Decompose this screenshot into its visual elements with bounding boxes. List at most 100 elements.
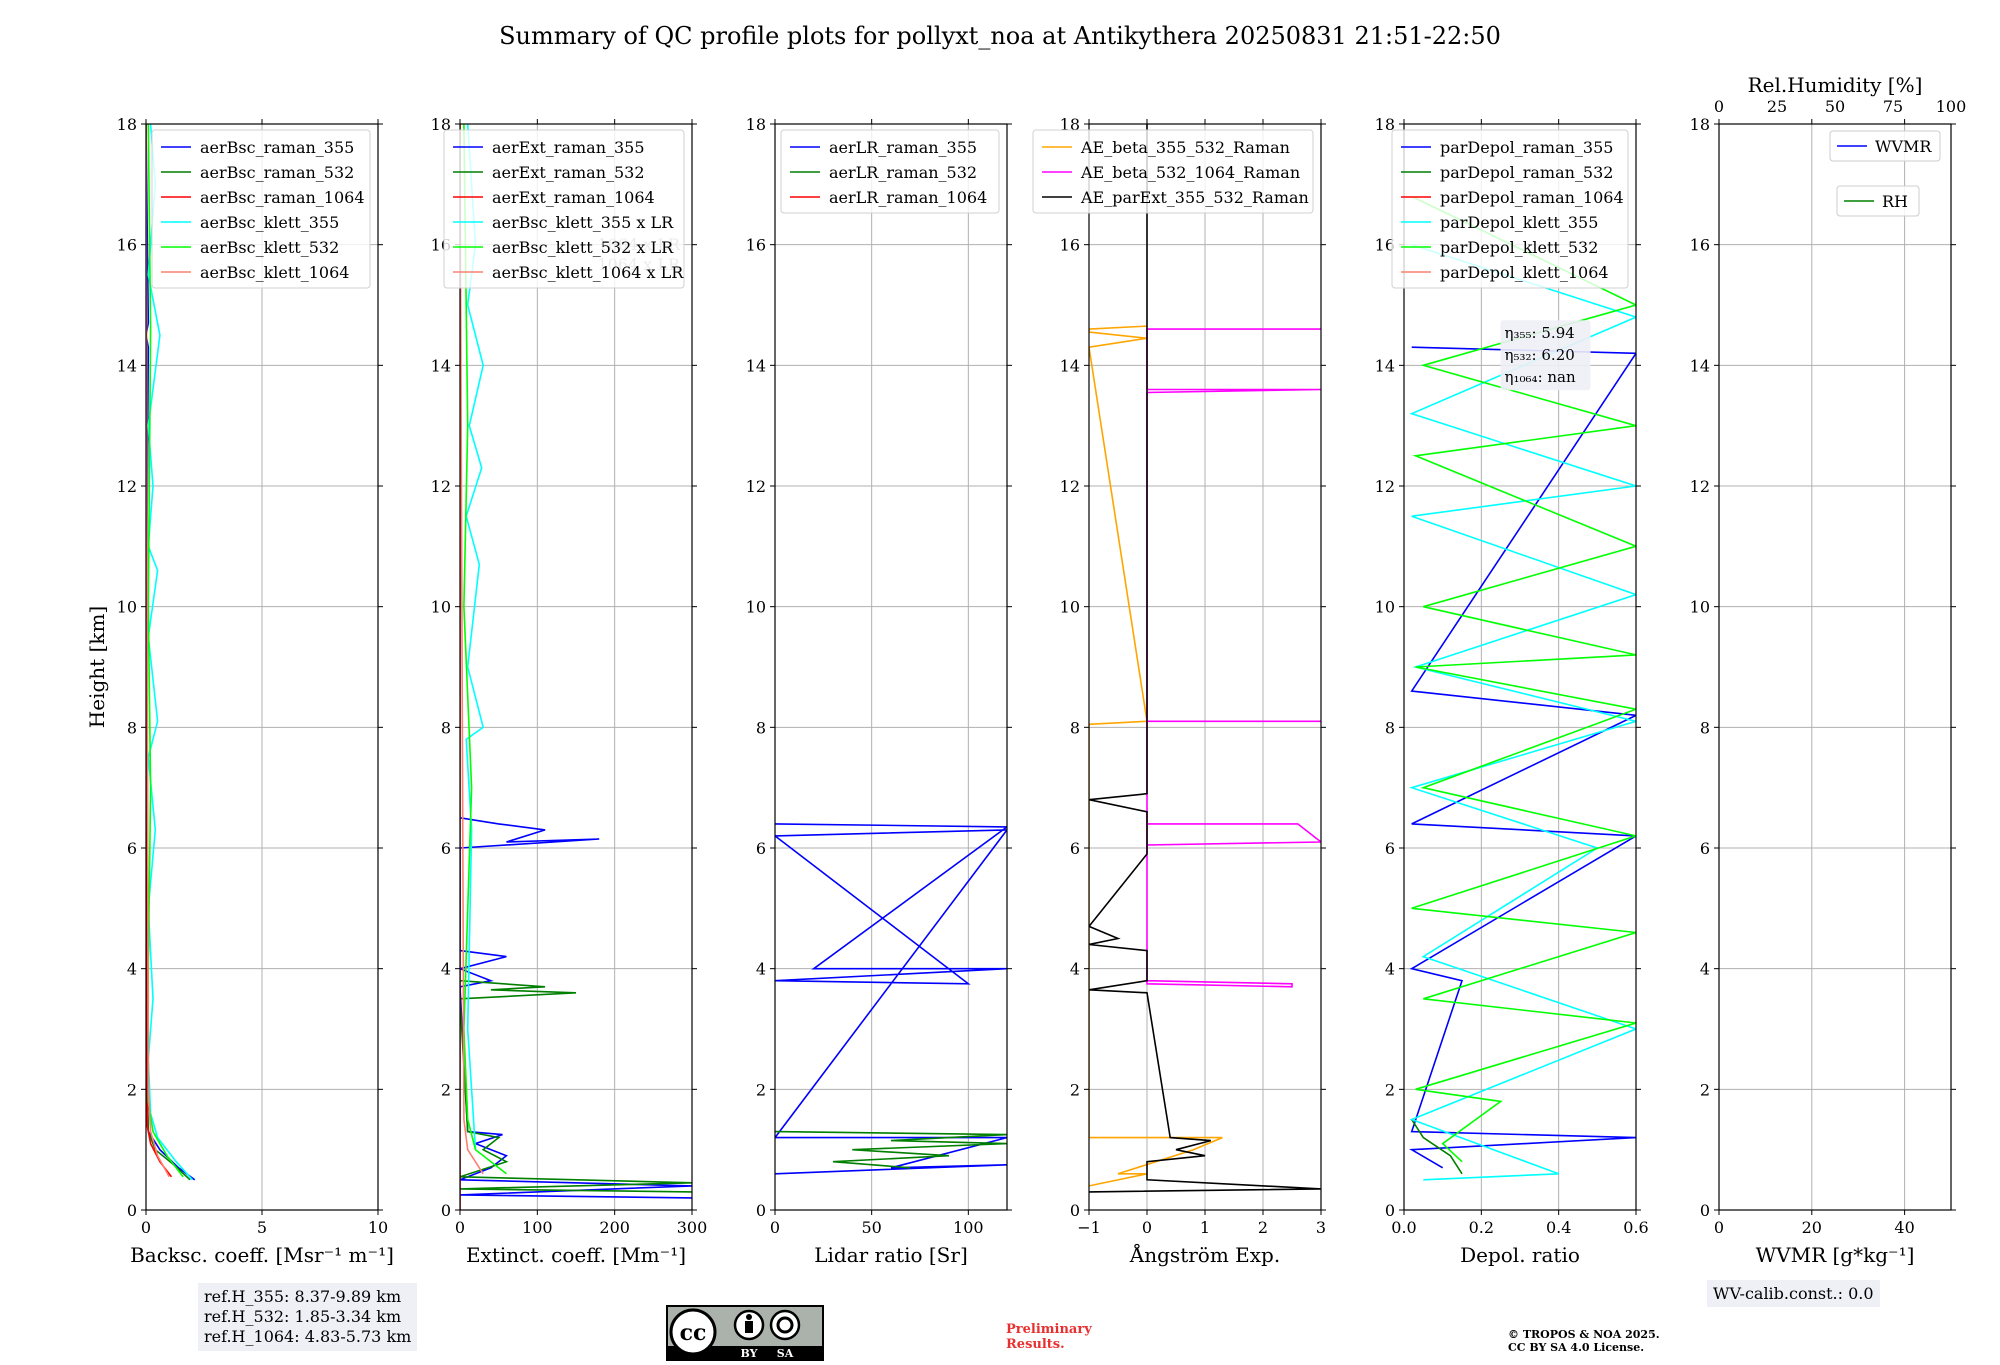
y-tick-label: 10 bbox=[1375, 598, 1395, 617]
series-group bbox=[1089, 124, 1321, 1193]
annotation-text: η₅₃₂: 6.20 bbox=[1505, 346, 1575, 364]
x-axis-label: Backsc. coeff. [Msr⁻¹ m⁻¹] bbox=[130, 1243, 394, 1267]
y-tick-label: 8 bbox=[1385, 718, 1395, 737]
series-line-parDepol_klett_355 bbox=[1409, 243, 1636, 1181]
y-tick-label: 4 bbox=[441, 960, 451, 979]
x-tick-label: 0 bbox=[1142, 1218, 1152, 1237]
y-tick-label: 12 bbox=[1060, 477, 1080, 496]
y-tick-label: 12 bbox=[1690, 477, 1710, 496]
y-axis-label: Height [km] bbox=[85, 606, 109, 728]
series-line-aerBsc_klett_1064 x LR bbox=[460, 124, 484, 1175]
y-tick-label: 10 bbox=[746, 598, 766, 617]
axes-frame bbox=[1718, 123, 1952, 1211]
legend-label: aerExt_raman_532 bbox=[492, 163, 645, 182]
legend-label: aerBsc_klett_355 bbox=[200, 213, 339, 232]
y-tick-label: 10 bbox=[1690, 598, 1710, 617]
cc-text: cc bbox=[680, 1320, 707, 1346]
x-axis-label: Depol. ratio bbox=[1460, 1243, 1580, 1267]
legend-label: aerBsc_klett_1064 x LR bbox=[492, 263, 684, 282]
y-tick-label: 12 bbox=[746, 477, 766, 496]
y-tick-label: 0 bbox=[1700, 1201, 1710, 1220]
legend-label: parDepol_raman_355 bbox=[1440, 138, 1613, 157]
y-tick-label: 2 bbox=[1700, 1080, 1710, 1099]
y-tick-label: 10 bbox=[117, 598, 137, 617]
preliminary-note: Preliminary Results. bbox=[1006, 1322, 1092, 1352]
wv-calib-box: WV-calib.const.: 0.0 bbox=[1707, 1280, 1880, 1307]
y-tick-label: 0 bbox=[127, 1201, 137, 1220]
series-line-aerLR_raman_532 bbox=[775, 1130, 1007, 1169]
y-tick-label: 16 bbox=[746, 236, 766, 255]
axes-frame bbox=[459, 123, 693, 1211]
x-axis-label: Lidar ratio [Sr] bbox=[814, 1243, 968, 1267]
panel-lidar_ratio: 0 50 100 0 2 4 6 8 10 12 14 16 18 Lidar ratio [Sr] aer… bbox=[746, 115, 1012, 1267]
legend-label: parDepol_raman_532 bbox=[1440, 163, 1613, 182]
ref-height-1064: ref.H_1064: 4.83-5.73 km bbox=[204, 1327, 412, 1346]
panel-depol: 0.0 0.2 0.4 0.6 0 2 4 6 8 10 12 14 16 18 Depol. ratio p… bbox=[1375, 115, 1649, 1267]
x-tick-label: 0 bbox=[1714, 1218, 1724, 1237]
y-tick-label: 2 bbox=[127, 1080, 137, 1099]
angstrom-annotation: η₃₅₅: 5.94 η₅₃₂: 6.20 η₁₀₆₄: nan bbox=[1500, 320, 1591, 391]
top-x-tick-label: 0 bbox=[1714, 97, 1724, 116]
reference-heights-box: ref.H_355: 8.37-9.89 km ref.H_532: 1.85-… bbox=[198, 1283, 418, 1351]
legend-label: AE_parExt_355_532_Raman bbox=[1080, 188, 1309, 207]
y-tick-label: 4 bbox=[1070, 960, 1080, 979]
y-tick-label: 16 bbox=[1060, 236, 1080, 255]
legend-label: parDepol_raman_1064 bbox=[1440, 188, 1624, 207]
copyright-note: © TROPOS & NOA 2025. CC BY SA 4.0 Licens… bbox=[1508, 1328, 1660, 1354]
y-tick-label: 16 bbox=[117, 236, 137, 255]
top-x-tick-label: 100 bbox=[1936, 97, 1967, 116]
y-tick-label: 2 bbox=[756, 1080, 766, 1099]
x-tick-label: 0 bbox=[455, 1218, 465, 1237]
x-tick-label: 300 bbox=[677, 1218, 708, 1237]
series-line-aerBsc_klett_1064 bbox=[146, 124, 170, 1178]
y-tick-label: 6 bbox=[441, 839, 451, 858]
legend-label: aerBsc_klett_532 bbox=[200, 238, 339, 257]
legend-box bbox=[780, 129, 1000, 214]
series-group bbox=[1408, 195, 1636, 1181]
x-tick-label: 2 bbox=[1258, 1218, 1268, 1237]
legend-label: aerBsc_klett_1064 bbox=[200, 263, 349, 282]
legend-label: aerExt_raman_355 bbox=[492, 138, 645, 157]
y-tick-label: 0 bbox=[756, 1201, 766, 1220]
y-tick-label: 14 bbox=[1690, 356, 1710, 375]
series-line-aerLR_raman_355 bbox=[775, 823, 1007, 1175]
legend: AE_beta_355_532_Raman AE_beta_532_1064_Ra… bbox=[1032, 129, 1314, 214]
copyright-line-1: © TROPOS & NOA 2025. bbox=[1508, 1328, 1660, 1341]
by-text: BY bbox=[741, 1347, 758, 1360]
series-line-aerExt_raman_355 bbox=[460, 817, 692, 1199]
y-tick-label: 18 bbox=[1060, 115, 1080, 134]
x-tick-label: 50 bbox=[861, 1218, 881, 1237]
legend-box bbox=[1836, 185, 1920, 217]
y-tick-label: 10 bbox=[1060, 598, 1080, 617]
cc-license-badge: cc BY SA bbox=[666, 1305, 824, 1365]
y-tick-label: 2 bbox=[1385, 1080, 1395, 1099]
y-tick-label: 6 bbox=[1070, 839, 1080, 858]
y-tick-label: 14 bbox=[1375, 356, 1395, 375]
sa-text: SA bbox=[777, 1347, 794, 1360]
legend: parDepol_raman_355 parDepol_raman_532 parD… bbox=[1391, 129, 1629, 289]
series-line-AE_beta_355_532_Raman bbox=[1089, 325, 1223, 1187]
y-tick-label: 8 bbox=[756, 718, 766, 737]
legend-label: aerBsc_raman_355 bbox=[200, 138, 354, 157]
legend-box bbox=[151, 129, 371, 289]
y-tick-label: 4 bbox=[127, 960, 137, 979]
y-tick-label: 2 bbox=[1070, 1080, 1080, 1099]
series-line-parDepol_raman_532 bbox=[1411, 1119, 1463, 1175]
y-tick-label: 4 bbox=[1700, 960, 1710, 979]
y-tick-label: 8 bbox=[1700, 718, 1710, 737]
y-tick-label: 10 bbox=[431, 598, 451, 617]
legend-label: AE_beta_532_1064_Raman bbox=[1080, 163, 1300, 182]
y-tick-label: 0 bbox=[441, 1201, 451, 1220]
x-tick-label: 0.4 bbox=[1546, 1218, 1571, 1237]
figure-title: Summary of QC profile plots for pollyxt_… bbox=[499, 22, 1501, 50]
top-x-axis-label: Rel.Humidity [%] bbox=[1748, 73, 1923, 97]
annotation-text: η₃₅₅: 5.94 bbox=[1505, 324, 1575, 342]
top-x-tick-label: 75 bbox=[1883, 97, 1903, 116]
x-tick-label: 0 bbox=[141, 1218, 151, 1237]
legend-label: aerLR_raman_355 bbox=[829, 138, 977, 157]
y-tick-label: 6 bbox=[1385, 839, 1395, 858]
x-tick-label: 100 bbox=[522, 1218, 553, 1237]
series-group bbox=[460, 124, 692, 1210]
